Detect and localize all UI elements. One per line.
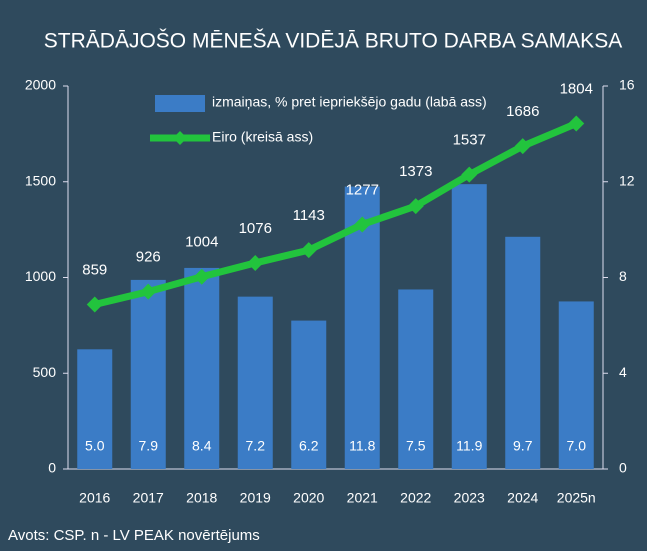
y-tick-label: 1000 (25, 268, 56, 284)
line-marker (140, 283, 157, 300)
bar (451, 184, 487, 470)
x-tick-label: 2017 (133, 490, 164, 506)
x-tick-label: 2025n (557, 490, 596, 506)
bar-value-label: 11.9 (456, 438, 482, 454)
line-marker (354, 216, 371, 233)
bar-value-label: 11.8 (349, 438, 375, 454)
line-marker (300, 242, 317, 259)
line-value-label: 1076 (239, 220, 272, 237)
bar (77, 349, 113, 469)
line-value-label: 1373 (399, 163, 432, 180)
line-marker (407, 198, 424, 215)
line-value-label: 1537 (453, 132, 486, 149)
y-tick-label: 1500 (25, 172, 56, 188)
line-marker (86, 296, 103, 313)
bar (398, 289, 434, 469)
x-tick-label: 2018 (186, 490, 217, 506)
bar (558, 301, 594, 469)
line-value-label: 1277 (346, 181, 379, 198)
line-value-label: 1143 (293, 207, 325, 224)
y-tick-label: 0 (48, 460, 56, 476)
line-value-label: 859 (82, 261, 107, 278)
x-tick-label: 2023 (454, 490, 485, 506)
line-value-label: 1004 (185, 234, 218, 251)
bar-value-label: 8.4 (192, 438, 212, 454)
y-tick-label: 500 (33, 364, 57, 380)
line-value-label: 1804 (560, 81, 593, 98)
bar (130, 279, 166, 469)
y2-tick-label: 12 (619, 172, 635, 188)
x-tick-label: 2022 (400, 490, 431, 506)
legend-label: Eiro (kreisā ass) (212, 129, 313, 145)
line-marker (568, 115, 585, 132)
line-marker (247, 254, 264, 271)
bar (291, 320, 327, 469)
x-tick-label: 2016 (79, 490, 110, 506)
chart-title: STRĀDĀJOŠO MĒNEŠA VIDĒJĀ BRUTO DARBA SAM… (44, 30, 622, 53)
x-tick-label: 2024 (507, 490, 538, 506)
y-tick-label: 2000 (25, 77, 56, 93)
bar-value-label: 9.7 (513, 438, 533, 454)
x-tick-label: 2019 (240, 490, 271, 506)
bar (505, 236, 541, 469)
bar-value-label: 7.5 (406, 438, 426, 454)
y2-tick-label: 0 (619, 460, 627, 476)
line (93, 120, 578, 308)
source: Avots: CSP. n - LV PEAK novērtējums (8, 527, 260, 544)
y2-tick-label: 8 (619, 268, 627, 284)
legend-swatch (155, 95, 205, 112)
bar-value-label: 5.0 (85, 438, 105, 454)
line-value-label: 1686 (506, 103, 539, 120)
line-marker (193, 268, 210, 285)
legend-label: izmaiņas, % pret iepriekšējo gadu (labā … (212, 94, 487, 110)
y2-tick-label: 4 (619, 364, 627, 380)
y2-tick-label: 16 (619, 77, 635, 93)
line-value-label: 926 (136, 249, 161, 266)
legend-marker (173, 131, 187, 145)
line-marker (514, 138, 531, 155)
x-tick-label: 2020 (293, 490, 324, 506)
x-tick-label: 2021 (347, 490, 378, 506)
bar-value-label: 6.2 (299, 438, 319, 454)
line-marker (461, 166, 478, 183)
bar (237, 296, 273, 469)
bar (184, 267, 220, 469)
bar-value-label: 7.9 (139, 438, 159, 454)
bar-value-label: 7.0 (567, 438, 587, 454)
bar-value-label: 7.2 (246, 438, 266, 454)
